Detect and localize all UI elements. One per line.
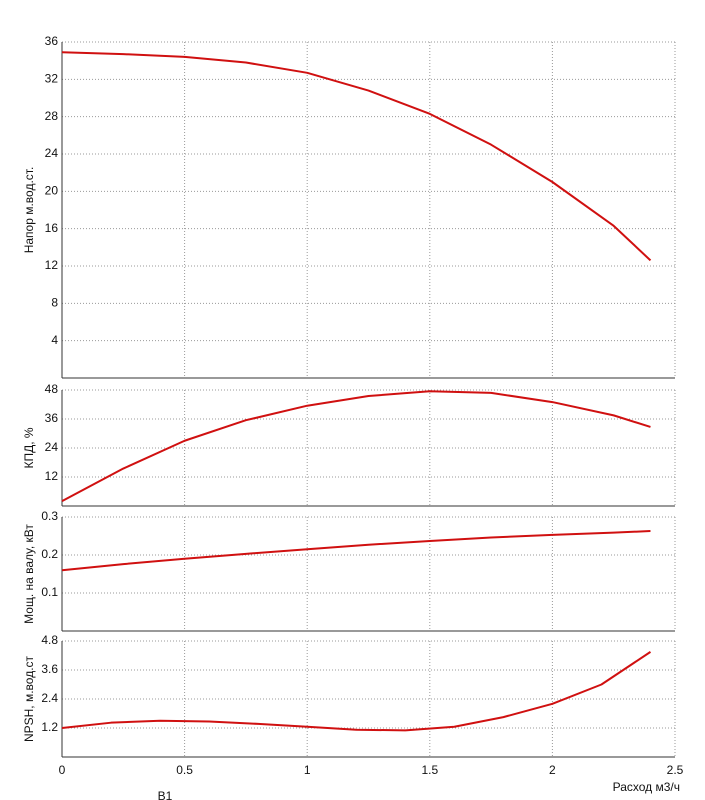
curve	[61, 651, 652, 732]
y-tick-label: 32	[45, 72, 59, 86]
x-tick-label: 0	[59, 763, 66, 777]
curve	[61, 390, 651, 503]
y-tick-label: 0.2	[41, 547, 58, 561]
y-axis-label: Мощ. на валу, кВт	[22, 524, 36, 624]
x-tick-label: 2	[549, 763, 556, 777]
footer-label: В1	[158, 789, 173, 800]
x-tick-label: 1.5	[421, 763, 438, 777]
y-tick-label: 12	[45, 258, 59, 272]
y-tick-label: 0.1	[41, 585, 58, 599]
y-tick-label: 1.2	[41, 720, 58, 734]
y-tick-label: 12	[45, 469, 59, 483]
x-tick-label: 1	[304, 763, 311, 777]
x-tick-label: 0.5	[176, 763, 193, 777]
y-tick-label: 28	[45, 109, 59, 123]
curve	[61, 51, 652, 262]
y-tick-label: 4.8	[41, 633, 58, 647]
y-axis-label: NPSH, м.вод.ст	[22, 655, 36, 742]
y-tick-label: 2.4	[41, 691, 58, 705]
x-axis-label: Расход м3/ч	[613, 780, 680, 794]
y-tick-label: 48	[45, 382, 59, 396]
y-tick-label: 0.3	[41, 509, 58, 523]
y-tick-label: 24	[45, 440, 59, 454]
curve	[61, 530, 651, 572]
y-axis-label: Напор м.вод.ст.	[22, 167, 36, 254]
y-tick-label: 24	[45, 146, 59, 160]
y-tick-label: 8	[51, 296, 58, 310]
y-tick-label: 3.6	[41, 662, 58, 676]
y-tick-label: 20	[45, 184, 59, 198]
y-tick-label: 16	[45, 221, 59, 235]
y-axis-label: КПД, %	[22, 427, 36, 468]
x-tick-label: 2.5	[667, 763, 684, 777]
y-tick-label: 4	[51, 333, 58, 347]
y-tick-label: 36	[45, 411, 59, 425]
y-tick-label: 36	[45, 34, 59, 48]
